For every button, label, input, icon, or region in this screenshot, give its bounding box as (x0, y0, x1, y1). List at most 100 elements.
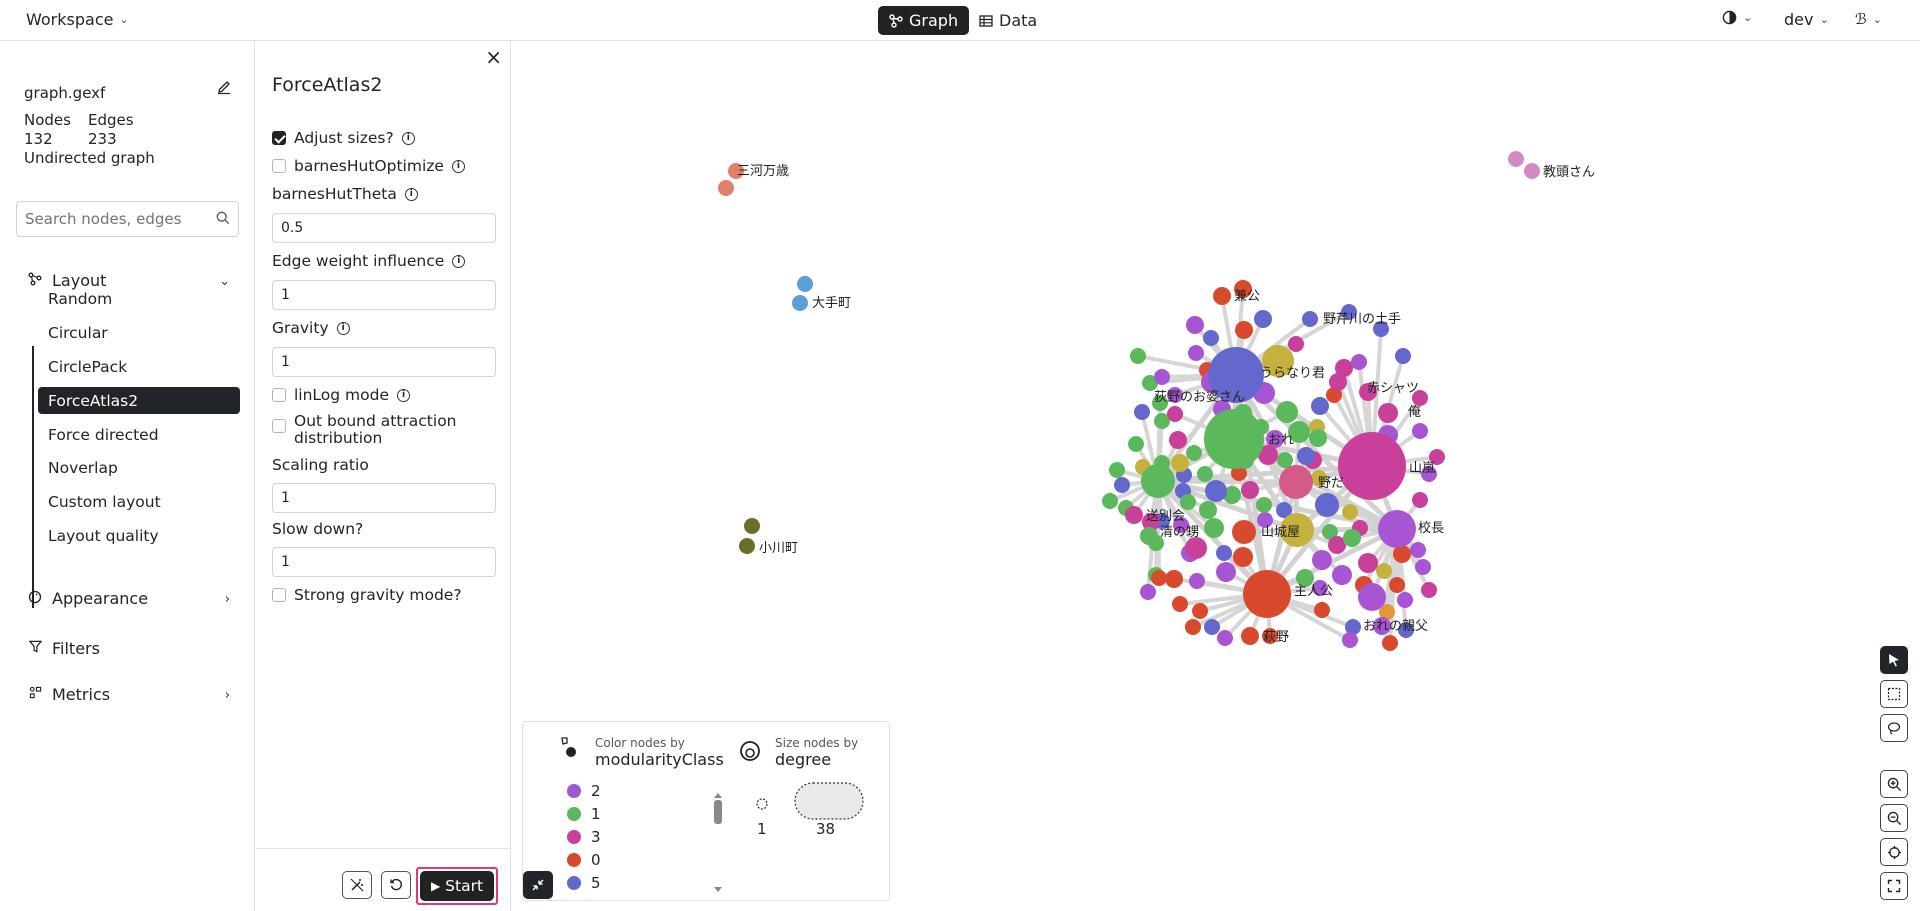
edit-icon[interactable] (216, 79, 232, 99)
graph-node[interactable] (1421, 466, 1437, 482)
tab-data[interactable]: Data (968, 6, 1048, 35)
fullscreen-button[interactable] (1880, 872, 1908, 900)
graph-node[interactable] (1186, 445, 1202, 461)
graph-node[interactable] (1332, 565, 1352, 585)
user-menu[interactable]: dev ⌄ (1784, 10, 1829, 29)
graph-node[interactable] (1199, 501, 1217, 519)
graph-node[interactable] (1142, 513, 1160, 531)
graph-node[interactable] (1279, 465, 1313, 499)
graph-node[interactable] (1257, 512, 1273, 528)
graph-node[interactable] (1216, 562, 1236, 582)
graph-node[interactable] (1109, 462, 1125, 478)
graph-node[interactable] (1185, 537, 1207, 559)
graph-node[interactable] (1359, 383, 1377, 401)
graph-node[interactable] (1213, 287, 1231, 305)
graph-node[interactable] (1241, 627, 1259, 645)
graph-node[interactable] (1180, 494, 1196, 510)
graph-node[interactable] (1415, 559, 1431, 575)
graph-node[interactable] (1524, 163, 1540, 179)
graph-node[interactable] (1280, 513, 1314, 547)
graph-node[interactable] (1256, 497, 1272, 513)
layout-item-noverlap[interactable]: Noverlap (38, 454, 240, 481)
graph-node[interactable] (1276, 502, 1292, 518)
graph-node[interactable] (1217, 630, 1233, 646)
info-icon[interactable]: i (452, 254, 466, 268)
graph-node[interactable] (1152, 395, 1168, 411)
graph-node[interactable] (1204, 619, 1220, 635)
graph-node[interactable] (718, 180, 734, 196)
reset-button[interactable] (381, 871, 411, 899)
close-icon[interactable]: × (485, 45, 502, 69)
graph-node[interactable] (1296, 569, 1314, 587)
graph-node[interactable] (1189, 573, 1205, 589)
graph-node[interactable] (1208, 347, 1264, 403)
graph-node[interactable] (1204, 409, 1264, 469)
layout-item-force-directed[interactable]: Force directed (38, 421, 240, 448)
graph-node[interactable] (1311, 470, 1327, 486)
graph-node[interactable] (1167, 387, 1183, 403)
graph-node[interactable] (1345, 619, 1361, 635)
graph-node[interactable] (739, 538, 755, 554)
graph-node[interactable] (1341, 304, 1357, 320)
graph-node[interactable] (792, 295, 808, 311)
graph-node[interactable] (1429, 449, 1445, 465)
graph-node[interactable] (1169, 431, 1187, 449)
section-layout[interactable]: Layout (28, 271, 106, 290)
graph-node[interactable] (1141, 464, 1175, 498)
graph-node[interactable] (1378, 403, 1398, 423)
graph-node[interactable] (1125, 506, 1143, 524)
zoom-in-button[interactable] (1880, 770, 1908, 798)
start-button[interactable]: ▶ Start (420, 871, 494, 901)
lasso-tool-button[interactable] (1880, 714, 1908, 742)
graph-node[interactable] (1241, 481, 1259, 499)
graph-node[interactable] (1342, 632, 1358, 648)
graph-node[interactable] (1186, 316, 1204, 334)
graph-node[interactable] (1412, 390, 1428, 406)
info-icon[interactable]: i (401, 131, 415, 145)
graph-node[interactable] (728, 163, 744, 179)
layout-item-random[interactable]: Random (38, 285, 240, 312)
graph-node[interactable] (1312, 580, 1328, 596)
section-metrics[interactable]: Metrics (28, 685, 110, 704)
graph-node[interactable] (1154, 369, 1170, 385)
graph-node[interactable] (744, 518, 760, 534)
workspace-menu[interactable]: Workspace ⌄ (26, 10, 129, 29)
theme-menu[interactable]: ⌄ (1722, 10, 1752, 25)
graph-node[interactable] (1243, 570, 1291, 618)
strong-gravity-checkbox[interactable] (272, 588, 286, 602)
graph-canvas[interactable]: 三河万歳 教頭さん 大手町 小川町 兼公 野芹川の土手 うらなり君 赤シャツ 荻… (512, 41, 1920, 911)
graph-node[interactable] (1382, 635, 1398, 651)
graph-node[interactable] (1373, 617, 1391, 635)
graph-node[interactable] (1309, 429, 1327, 447)
info-icon[interactable]: i (397, 388, 411, 402)
marquee-tool-button[interactable] (1880, 680, 1908, 708)
graph-node[interactable] (1412, 492, 1428, 508)
search-icon[interactable] (216, 210, 230, 229)
graph-node[interactable] (1140, 584, 1156, 600)
section-filters[interactable]: Filters (28, 639, 100, 658)
graph-node[interactable] (1185, 619, 1201, 635)
graph-node[interactable] (1410, 542, 1426, 558)
language-menu[interactable]: ℬ ⌄ (1855, 10, 1882, 28)
scroll-down-icon[interactable] (713, 879, 723, 898)
outbound-attraction-checkbox[interactable] (272, 419, 286, 433)
graph-node[interactable] (1234, 280, 1252, 298)
graph-node[interactable] (1197, 466, 1213, 482)
layout-item-forceatlas2[interactable]: ForceAtlas2 (38, 387, 240, 414)
graph-node[interactable] (1421, 582, 1437, 598)
graph-node[interactable] (1379, 604, 1395, 620)
graph-node[interactable] (1297, 447, 1315, 465)
graph-node[interactable] (1389, 577, 1405, 593)
barnes-hut-optimize-checkbox[interactable] (272, 159, 286, 173)
graph-node[interactable] (1154, 413, 1170, 429)
magic-wand-button[interactable] (342, 871, 372, 899)
select-tool-button[interactable] (1880, 646, 1908, 674)
graph-node[interactable] (1358, 553, 1378, 573)
info-icon[interactable]: i (404, 187, 418, 201)
graph-node[interactable] (1140, 527, 1158, 545)
graph-node[interactable] (1258, 445, 1278, 465)
graph-node[interactable] (1343, 529, 1361, 547)
info-icon[interactable]: i (451, 159, 465, 173)
graph-node[interactable] (1302, 311, 1318, 327)
layout-item-circular[interactable]: Circular (38, 319, 240, 346)
